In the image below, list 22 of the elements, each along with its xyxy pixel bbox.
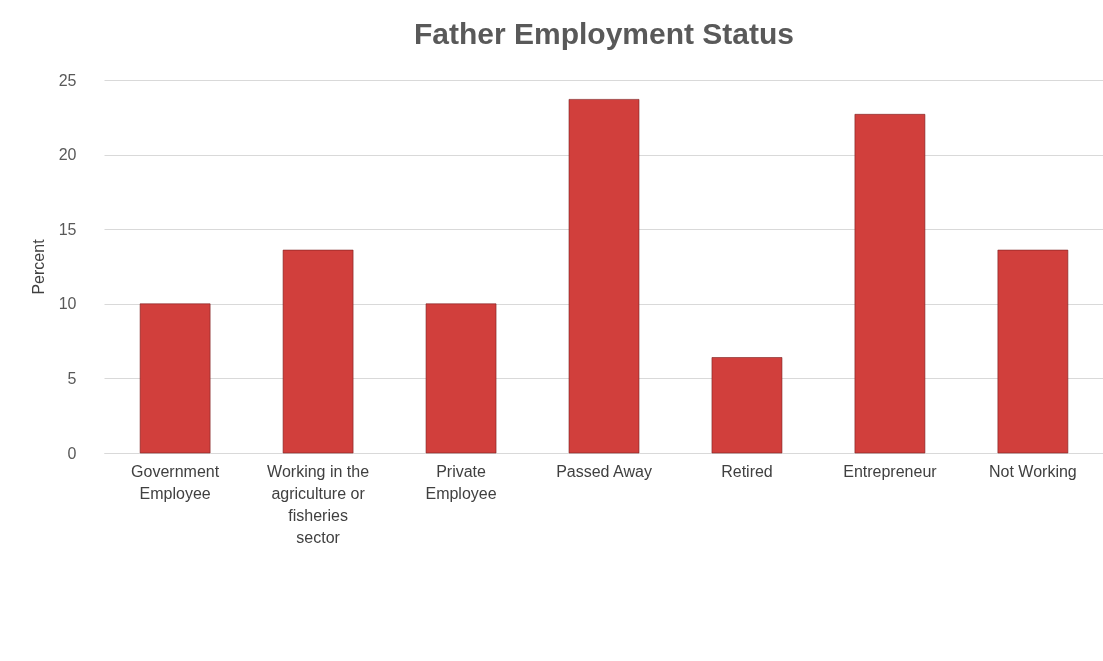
x-tick-label: Private Employee: [425, 462, 497, 502]
x-tick-label: Government Employee: [131, 462, 220, 502]
y-tick-label: 15: [58, 220, 77, 238]
bar: [568, 99, 640, 454]
y-tick-label: 25: [58, 71, 77, 89]
bar: [854, 114, 926, 454]
y-tick-label: 5: [67, 369, 77, 387]
x-tick-label: Working in the agriculture or fisheries sector: [267, 462, 370, 546]
bar: [425, 303, 497, 454]
y-tick-label: 20: [58, 146, 77, 164]
y-tick-label: 10: [58, 295, 77, 313]
x-tick-label: Not Working: [989, 462, 1077, 480]
x-tick-label: Passed Away: [556, 462, 652, 480]
y-tick-label: 0: [67, 444, 77, 462]
bar: [997, 249, 1069, 454]
x-tick-label: Retired: [721, 462, 773, 480]
y-axis-title: Percent: [29, 238, 47, 295]
bar: [711, 357, 783, 454]
bar: [282, 249, 354, 454]
chart-title: Father Employment Status: [413, 17, 795, 50]
x-tick-label: Entrepreneur: [843, 462, 938, 480]
bar: [139, 303, 211, 454]
